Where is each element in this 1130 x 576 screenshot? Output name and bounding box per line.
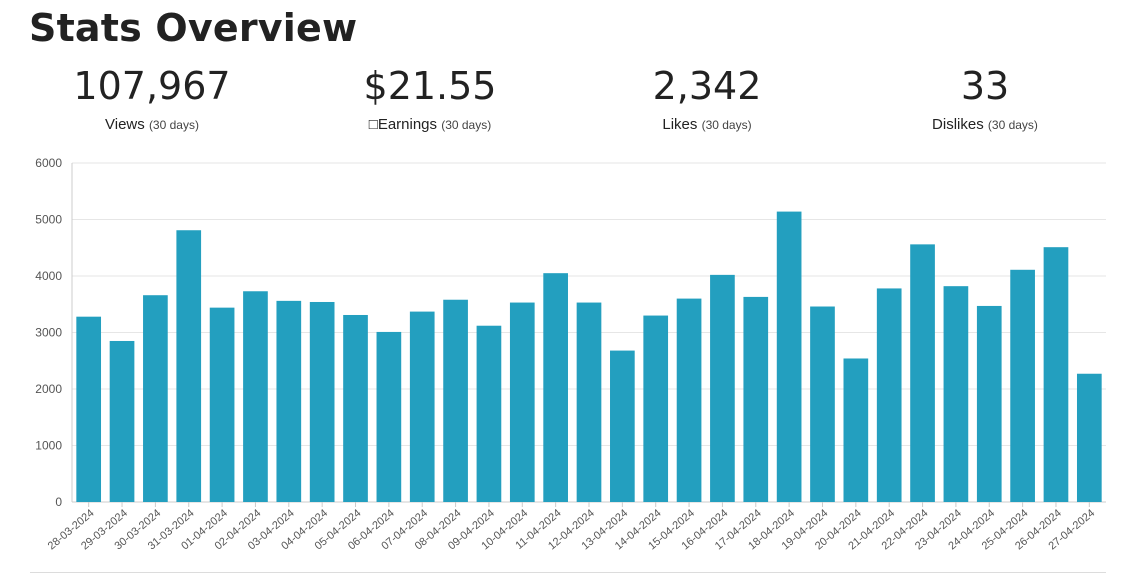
stat-label: Dislikes xyxy=(932,116,984,133)
bar xyxy=(676,298,702,502)
bar xyxy=(976,305,1002,502)
stat-period: (30 days) xyxy=(441,118,492,132)
bar xyxy=(610,350,635,502)
y-tick-label: 0 xyxy=(55,495,62,509)
views-bar-chart: 010002000300040005000600028-03-202429-03… xyxy=(35,156,1106,552)
y-tick-label: 2000 xyxy=(35,382,62,396)
stat-earnings: $21.55 □Earnings (30 days) xyxy=(305,62,555,133)
bar xyxy=(543,273,568,502)
bar xyxy=(109,340,135,502)
stat-period: (30 days) xyxy=(701,118,752,132)
bar xyxy=(643,315,669,502)
bar xyxy=(743,296,769,502)
page-title: Stats Overview xyxy=(29,6,358,50)
bar xyxy=(209,307,235,502)
bar xyxy=(1010,269,1035,502)
stat-value: $21.55 xyxy=(363,64,497,108)
y-tick-label: 1000 xyxy=(35,439,62,453)
bar xyxy=(143,295,168,502)
bar xyxy=(409,311,435,502)
bar xyxy=(710,274,735,502)
bar xyxy=(476,325,502,502)
stat-value: 2,342 xyxy=(652,64,762,108)
stat-views: 107,967 Views (30 days) xyxy=(27,62,277,133)
bar xyxy=(509,302,535,502)
bar xyxy=(76,316,102,502)
y-tick-label: 3000 xyxy=(35,326,62,340)
divider xyxy=(30,572,1106,573)
stat-label: □Earnings xyxy=(368,116,438,133)
bar xyxy=(443,299,468,502)
y-tick-label: 6000 xyxy=(35,156,62,170)
stat-period: (30 days) xyxy=(148,118,199,132)
y-tick-label: 4000 xyxy=(35,269,62,283)
bar xyxy=(343,314,368,502)
bar xyxy=(1076,373,1102,502)
stat-label: Likes xyxy=(662,116,698,133)
bar xyxy=(810,306,835,502)
bar xyxy=(243,291,268,502)
bar xyxy=(1043,247,1069,502)
bar xyxy=(276,300,302,502)
bar xyxy=(843,358,869,502)
bar xyxy=(943,286,969,502)
stat-likes: 2,342 Likes (30 days) xyxy=(582,62,832,133)
stat-period: (30 days) xyxy=(987,118,1038,132)
bar xyxy=(309,301,335,502)
bar xyxy=(910,244,935,503)
stat-dislikes: 33 Dislikes (30 days) xyxy=(860,62,1110,133)
stat-label: Views xyxy=(105,116,145,133)
bar xyxy=(876,288,902,502)
stat-value: 107,967 xyxy=(73,64,231,108)
bar xyxy=(576,302,602,502)
bar xyxy=(176,230,202,503)
bar xyxy=(776,211,802,502)
stat-value: 33 xyxy=(960,64,1010,108)
bar xyxy=(376,331,402,502)
y-tick-label: 5000 xyxy=(35,213,62,227)
